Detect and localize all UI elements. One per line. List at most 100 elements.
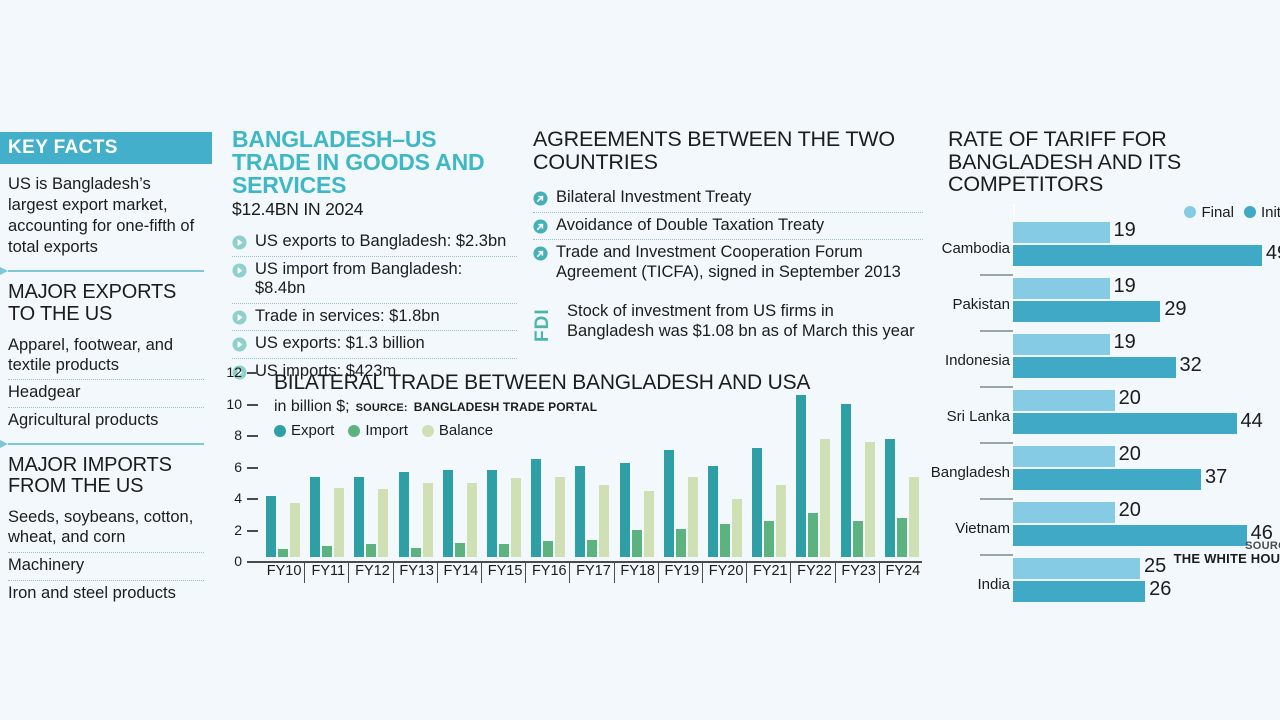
tariff-bar-final: [1013, 221, 1110, 243]
legend-label: Import: [365, 422, 408, 439]
bilateral-bar-group: FY14: [439, 372, 483, 583]
y-axis-tick-label: 2: [234, 522, 258, 538]
tariff-axis-tick: [980, 385, 1013, 388]
key-facts-panel: KEY FACTS US is Bangladesh’s largest exp…: [0, 132, 212, 608]
tariff-value-label: 26: [1149, 577, 1172, 600]
y-axis-tick-label: 10: [226, 396, 258, 412]
arrow-circle-icon: [533, 191, 548, 206]
tariff-bar-initial: [1013, 356, 1176, 378]
tariff-axis-tick: [980, 273, 1013, 276]
tariff-chart-axis: [1013, 203, 1015, 564]
legend-swatch: [1243, 206, 1256, 219]
bilateral-bar-export: [442, 470, 453, 557]
bilateral-bar-import: [675, 528, 686, 557]
x-axis-category-label: FY14: [443, 563, 479, 579]
bilateral-bar-group: FY18: [616, 372, 660, 583]
x-axis-separator: [481, 561, 482, 583]
bilateral-bar-balance: [776, 484, 787, 557]
bilateral-bar-balance: [643, 490, 654, 557]
bilateral-bar-import: [808, 512, 819, 557]
x-axis-category-label: FY18: [620, 563, 656, 579]
tariff-value-label: 19: [1113, 218, 1136, 241]
x-axis-baseline: [258, 561, 922, 563]
bilateral-bar-group: FY17: [571, 372, 615, 583]
bilateral-bar-group: FY10: [262, 372, 306, 583]
tariff-source-label: SOURCE:: [1245, 539, 1280, 552]
tariff-axis-tick: [980, 497, 1013, 500]
tariff-value-label: 20: [1118, 442, 1141, 465]
tariff-axis-tick: [980, 329, 1013, 332]
bilateral-bar-import: [410, 547, 421, 557]
agreement-list-item-label: Trade and Investment Cooperation Forum A…: [556, 243, 901, 281]
tariff-category-label: Pakistan: [952, 295, 1010, 313]
agreement-list-item: Trade and Investment Cooperation Forum A…: [533, 240, 923, 286]
trade-list-item-label: US exports to Bangladesh: $2.3bn: [255, 232, 507, 251]
play-circle-icon: [232, 365, 247, 380]
tariff-value-label: 49: [1265, 241, 1280, 264]
x-axis-category-label: FY20: [708, 563, 744, 579]
bilateral-bar-balance: [908, 476, 919, 557]
x-axis-category-label: FY11: [311, 563, 346, 579]
trade-list-item: Trade in services: $1.8bn: [232, 304, 517, 332]
bilateral-bar-group: FY16: [527, 372, 571, 583]
bilateral-bar-balance: [334, 487, 345, 557]
bilateral-bar-group: FY15: [483, 372, 527, 583]
bilateral-bar-export: [663, 449, 674, 557]
fdi-label: FDI: [532, 308, 553, 342]
fdi-text: Stock of investment from US firms in Ban…: [567, 302, 915, 340]
tariff-bar-group: Bangladesh 20 37: [931, 442, 1280, 496]
tariff-chart-source: SOURCE: THE WHITE HOUSE: [1174, 539, 1280, 566]
trade-list-item: US import from Bangladesh: $8.4bn: [232, 257, 517, 304]
tariff-chart-legend: Final Initial: [1184, 204, 1280, 221]
x-axis-separator: [392, 561, 394, 583]
tariff-value-label: 29: [1164, 297, 1187, 320]
tariff-category-label: Vietnam: [955, 519, 1010, 537]
tariff-chart-plot: Final Initial Cambodia 19 49 Pakistan 19 29 Ind…: [931, 203, 1280, 602]
x-axis-category-label: FY15: [487, 563, 523, 579]
bilateral-bar-export: [354, 476, 365, 557]
x-axis-category-label: FY22: [797, 563, 832, 579]
tariff-bar-final: [1013, 501, 1115, 523]
legend-item-import: Import: [348, 422, 408, 439]
y-axis-tick-label: 4: [234, 490, 258, 506]
x-axis-separator: [702, 561, 703, 583]
bilateral-chart-plot: 0 2 4 6 8 10 12 FY10 FY11 FY12 FY13 FY14 FY15 FY16 FY…: [226, 364, 922, 587]
tariff-value-label: 37: [1204, 465, 1228, 488]
tariff-category-label: Sri Lanka: [946, 407, 1010, 425]
arrow-circle-icon: [533, 219, 548, 234]
tariff-value-label: 44: [1240, 409, 1263, 432]
key-facts-intro: US is Bangladesh’s largest export market…: [8, 175, 195, 257]
legend-label: Initial: [1260, 203, 1280, 221]
bilateral-source-value: BANGLADESH TRADE PORTAL: [413, 400, 598, 414]
tariff-chart-title: RATE OF TARIFF FOR BANGLADESH AND ITS CO…: [948, 127, 1181, 197]
tariff-value-label: 25: [1144, 554, 1167, 577]
legend-swatch: [1184, 206, 1197, 219]
bilateral-bar-group: FY11: [306, 372, 350, 583]
trade-list-item: US exports to Bangladesh: $2.3bn: [232, 229, 517, 257]
x-axis-separator: [790, 561, 792, 583]
bilateral-bar-export: [840, 404, 851, 557]
tariff-bar-initial: [1013, 412, 1237, 434]
legend-item-balance: Balance: [421, 422, 493, 439]
agreements-panel: AGREEMENTS BETWEEN THE TWO COUNTRIES Bil…: [532, 128, 923, 348]
tariff-bar-final: [1013, 277, 1110, 299]
bilateral-bar-export: [398, 471, 409, 557]
agreements-items-list: Bilateral Investment Treaty Avoidance of …: [533, 185, 923, 286]
trade-list-item: US exports: $1.3 billion: [232, 331, 517, 359]
legend-swatch: [348, 424, 361, 437]
tariff-category-label: Indonesia: [944, 351, 1010, 369]
bilateral-bar-balance: [555, 476, 566, 557]
bilateral-bar-import: [720, 523, 730, 557]
play-circle-icon: [232, 310, 247, 325]
bilateral-bar-export: [487, 470, 497, 557]
list-item: Agricultural products: [8, 411, 159, 430]
tariff-bar-initial: [1013, 524, 1247, 546]
trade-goods-services-panel: BANGLADESH–US TRADE IN GOODS AND SERVICE…: [232, 128, 517, 385]
play-circle-icon: [232, 235, 247, 250]
tariff-bar-final: [1013, 445, 1115, 467]
bilateral-bar-balance: [511, 478, 521, 557]
x-axis-category-label: FY23: [841, 563, 877, 579]
bilateral-chart-title: BILATERAL TRADE BETWEEN BANGLADESH AND U…: [274, 371, 811, 394]
tariff-bar-group: Vietnam 20 46: [948, 499, 1280, 552]
bilateral-bar-import: [896, 517, 907, 557]
